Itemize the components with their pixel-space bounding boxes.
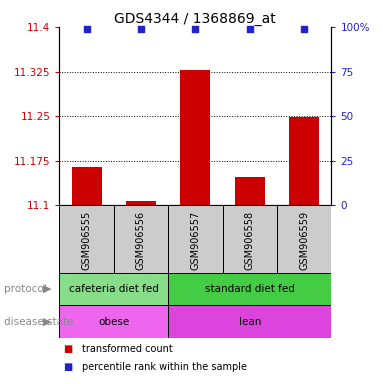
Text: disease state: disease state (4, 316, 73, 327)
Text: ▶: ▶ (43, 316, 52, 327)
Bar (168, 305, 331, 338)
Point (138, 26, 144, 32)
Text: ▶: ▶ (43, 284, 52, 294)
Text: ■: ■ (63, 362, 72, 372)
Text: GSM906556: GSM906556 (136, 211, 146, 270)
Bar (277, 205, 331, 273)
Title: GDS4344 / 1368869_at: GDS4344 / 1368869_at (115, 12, 276, 26)
Text: GSM906557: GSM906557 (190, 211, 200, 270)
Text: standard diet fed: standard diet fed (205, 284, 295, 294)
Point (301, 26, 307, 32)
Text: percentile rank within the sample: percentile rank within the sample (82, 362, 247, 372)
Text: GSM906558: GSM906558 (245, 211, 255, 270)
Bar (59, 273, 168, 305)
Bar (235, 177, 265, 205)
Point (247, 26, 253, 32)
Bar (72, 167, 101, 205)
Text: protocol: protocol (4, 284, 47, 294)
Bar (168, 205, 223, 273)
Text: transformed count: transformed count (82, 344, 173, 354)
Bar (180, 70, 210, 205)
Bar (168, 273, 331, 305)
Bar (114, 205, 168, 273)
Text: GSM906559: GSM906559 (299, 211, 309, 270)
Bar (59, 205, 114, 273)
Bar (59, 305, 168, 338)
Bar (223, 205, 277, 273)
Text: lean: lean (239, 316, 261, 327)
Point (83, 26, 90, 32)
Text: GSM906555: GSM906555 (82, 211, 92, 270)
Text: cafeteria diet fed: cafeteria diet fed (69, 284, 159, 294)
Bar (289, 118, 319, 205)
Bar (126, 201, 156, 205)
Text: ■: ■ (63, 344, 72, 354)
Text: obese: obese (98, 316, 129, 327)
Point (192, 26, 198, 32)
